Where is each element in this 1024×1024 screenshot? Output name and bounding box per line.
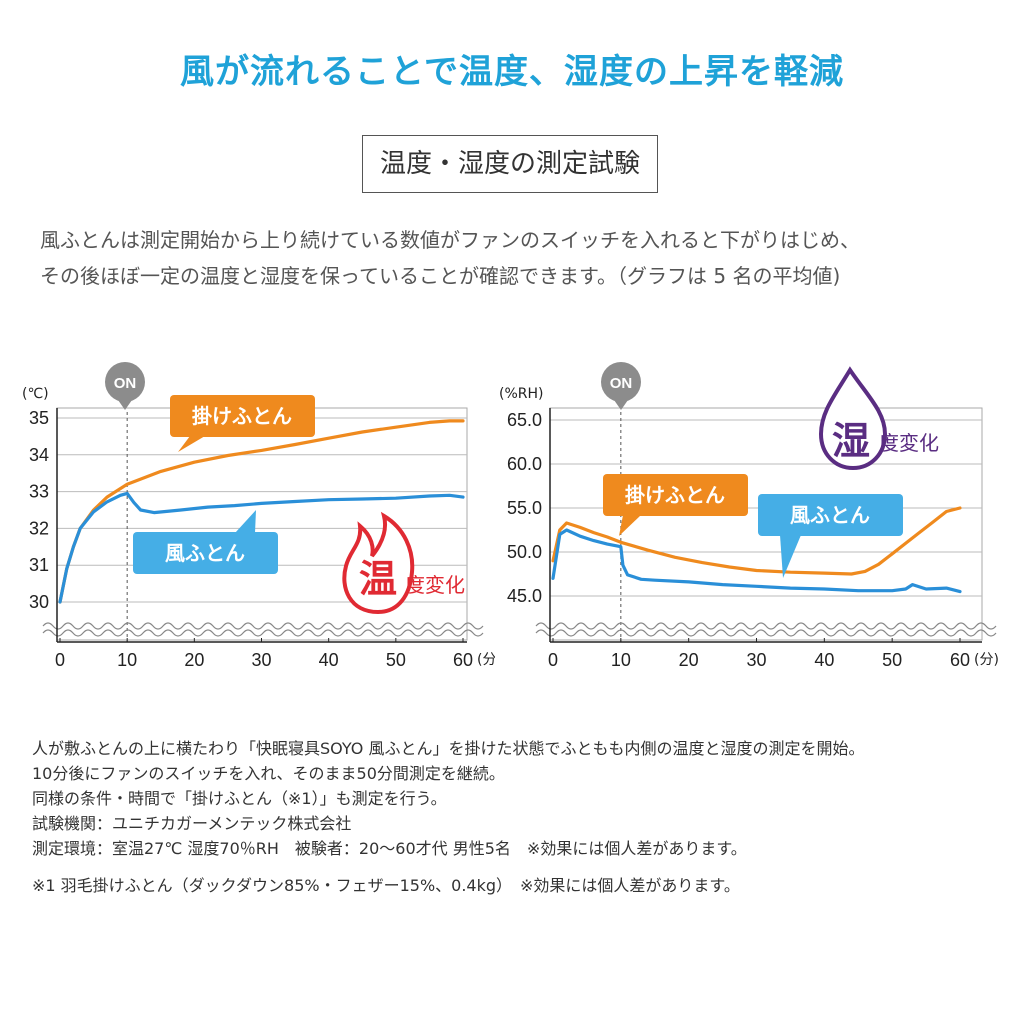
note-line: 人が敷ふとんの上に横たわり「快眠寝具SOYO 風ふとん」を掛けた状態でふともも内… bbox=[32, 739, 865, 758]
intro-text: 風ふとんは測定開始から上り続けている数値がファンのスイッチを入れると下がりはじめ… bbox=[40, 222, 1000, 294]
series-label: 風ふとん bbox=[165, 541, 245, 565]
badge-main: 湿 bbox=[832, 419, 870, 463]
callout-pointer bbox=[619, 515, 641, 536]
x-tick-label: 20 bbox=[184, 650, 204, 670]
hum-axes: 65.0 60.0 55.0 50.0 45.0 (%RH) 0 10 20 30 40 50 60 (分… bbox=[499, 386, 999, 670]
callout-box bbox=[170, 395, 315, 437]
x-tick-label: 30 bbox=[746, 650, 766, 670]
axis-break-wave bbox=[42, 629, 484, 637]
axis-break-wave bbox=[535, 622, 997, 630]
note-line: 10分後にファンのスイッチを入れ、そのまま50分間測定を継続。 bbox=[32, 764, 505, 783]
x-tick-label: 0 bbox=[548, 650, 558, 670]
series-line-kaze-futon bbox=[58, 491, 465, 604]
axis-break-wave bbox=[535, 629, 997, 637]
callout-pointer bbox=[178, 436, 205, 452]
series-label: 掛けふとん bbox=[625, 483, 725, 507]
axis-break-wave bbox=[42, 622, 484, 630]
y-tick-label: 45.0 bbox=[507, 586, 542, 606]
y-tick-label: 50.0 bbox=[507, 542, 542, 562]
x-tick-label: 10 bbox=[611, 650, 631, 670]
on-label: ON bbox=[114, 375, 137, 392]
x-tick-label: 40 bbox=[814, 650, 834, 670]
callout-box bbox=[133, 532, 278, 574]
x-tick-label: 60 bbox=[950, 650, 970, 670]
callout-kaze-futon: 風ふとん bbox=[133, 510, 278, 574]
y-tick-label: 33 bbox=[29, 482, 49, 502]
on-badge-pointer bbox=[614, 400, 628, 410]
x-tick-label: 50 bbox=[882, 650, 902, 670]
x-tick-label: 50 bbox=[386, 650, 406, 670]
test-title-box: 温度・湿度の測定試験 bbox=[362, 135, 658, 193]
callout-pointer bbox=[780, 535, 801, 578]
note-line: 試験機関：ユニチカガーメンテック株式会社 bbox=[32, 814, 352, 833]
flame-icon bbox=[342, 511, 415, 615]
temp-grid bbox=[56, 407, 468, 642]
y-tick-label: 32 bbox=[29, 518, 49, 538]
series-label: 掛けふとん bbox=[192, 404, 292, 428]
temperature-change-badge: 温 度変化 bbox=[342, 511, 465, 615]
note-line: 同様の条件・時間で「掛けふとん（※1）」も測定を行う。 bbox=[32, 789, 447, 808]
badge-sub: 度変化 bbox=[879, 431, 939, 455]
temp-lines bbox=[58, 419, 465, 604]
callout-box bbox=[603, 474, 748, 516]
hum-lines bbox=[551, 506, 962, 594]
y-tick-label: 30 bbox=[29, 592, 49, 612]
x-tick-label: 60 bbox=[453, 650, 473, 670]
intro-line: 風ふとんは測定開始から上り続けている数値がファンのスイッチを入れると下がりはじめ… bbox=[40, 228, 860, 252]
series-line-kake-futon bbox=[551, 506, 962, 576]
humidity-change-badge: 湿 度変化 bbox=[818, 366, 939, 471]
x-axis-unit: (分) bbox=[477, 652, 495, 668]
hum-axis-break bbox=[535, 622, 997, 637]
y-tick-label: 55.0 bbox=[507, 498, 542, 518]
badge-sub: 度変化 bbox=[405, 573, 465, 597]
intro-line: その後ほぼ一定の温度と湿度を保っていることが確認できます。（グラフは 5 名の平… bbox=[40, 264, 841, 288]
badge-main: 温 bbox=[359, 557, 397, 601]
y-tick-label: 60.0 bbox=[507, 454, 542, 474]
x-axis-unit: (分) bbox=[974, 652, 999, 668]
callout-kake-futon: 掛けふとん bbox=[603, 474, 748, 536]
series-label: 風ふとん bbox=[790, 503, 870, 527]
y-axis-unit: (℃) bbox=[22, 386, 49, 402]
callout-box bbox=[758, 494, 903, 536]
y-axis-unit: (%RH) bbox=[499, 386, 543, 402]
page-title: 風が流れることで温度、湿度の上昇を軽減 bbox=[180, 52, 844, 92]
hum-on-marker: ON bbox=[601, 362, 641, 410]
x-tick-label: 20 bbox=[679, 650, 699, 670]
callout-kaze-futon: 風ふとん bbox=[758, 494, 903, 578]
temp-axes: 35 34 33 32 31 30 (℃) 0 10 20 30 40 50 60(分) bbox=[22, 386, 495, 670]
x-tick-label: 30 bbox=[251, 650, 271, 670]
series-line-kaze-futon bbox=[551, 528, 962, 594]
y-tick-label: 31 bbox=[29, 555, 49, 575]
x-tick-label: 40 bbox=[319, 650, 339, 670]
on-badge bbox=[601, 362, 641, 402]
on-badge-pointer bbox=[118, 400, 132, 410]
x-tick-label: 10 bbox=[117, 650, 137, 670]
callout-kake-futon: 掛けふとん bbox=[170, 395, 315, 452]
droplet-icon bbox=[818, 366, 888, 471]
note-line: 測定環境：室温27℃ 湿度70％RH 被験者：20〜60才代 男性5名 ※効果に… bbox=[32, 839, 747, 858]
on-label: ON bbox=[610, 375, 633, 392]
temp-axis-break bbox=[42, 622, 484, 637]
temperature-chart: 35 34 33 32 31 30 (℃) 0 10 20 30 40 50 60(分) ON 掛けふとん… bbox=[22, 362, 495, 670]
y-tick-label: 65.0 bbox=[507, 410, 542, 430]
y-tick-label: 34 bbox=[29, 445, 49, 465]
x-tick-label: 0 bbox=[55, 650, 65, 670]
note-line: ※1 羽毛掛けふとん（ダックダウン85%・フェザー15%、0.4kg） ※効果に… bbox=[32, 876, 740, 895]
plot-frame bbox=[56, 407, 468, 641]
test-notes: 人が敷ふとんの上に横たわり「快眠寝具SOYO 風ふとん」を掛けた状態でふともも内… bbox=[32, 736, 1002, 898]
humidity-chart: 65.0 60.0 55.0 50.0 45.0 (%RH) 0 10 20 30 40 50 60 (分… bbox=[499, 362, 999, 670]
temp-on-marker: ON bbox=[105, 362, 145, 410]
on-badge bbox=[105, 362, 145, 402]
callout-pointer bbox=[235, 510, 256, 533]
y-tick-label: 35 bbox=[29, 408, 49, 428]
